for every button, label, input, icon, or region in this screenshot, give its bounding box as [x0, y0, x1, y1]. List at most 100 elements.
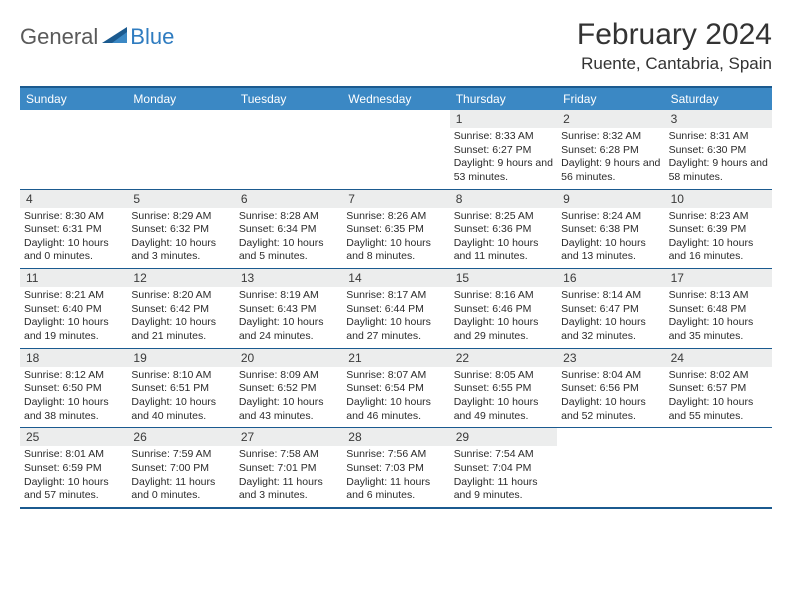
sunrise-text: Sunrise: 8:26 AM — [346, 210, 445, 224]
sunset-text: Sunset: 6:56 PM — [561, 382, 660, 396]
daylight-text: Daylight: 10 hours and 16 minutes. — [669, 237, 768, 264]
sunrise-text: Sunrise: 8:21 AM — [24, 289, 123, 303]
day-number: 17 — [665, 269, 772, 287]
day-cell: Sunrise: 8:21 AMSunset: 6:40 PMDaylight:… — [20, 287, 127, 348]
day-cell: Sunrise: 8:04 AMSunset: 6:56 PMDaylight:… — [557, 367, 664, 428]
weekday-header-row: SundayMondayTuesdayWednesdayThursdayFrid… — [20, 88, 772, 110]
sunset-text: Sunset: 6:47 PM — [561, 303, 660, 317]
sunrise-text: Sunrise: 8:28 AM — [239, 210, 338, 224]
sunset-text: Sunset: 6:54 PM — [346, 382, 445, 396]
sunset-text: Sunset: 6:27 PM — [454, 144, 553, 158]
weekday-header: Monday — [127, 88, 234, 110]
daylight-text: Daylight: 10 hours and 21 minutes. — [131, 316, 230, 343]
day-number: 5 — [127, 190, 234, 208]
day-cell: Sunrise: 8:14 AMSunset: 6:47 PMDaylight:… — [557, 287, 664, 348]
sunrise-text: Sunrise: 8:23 AM — [669, 210, 768, 224]
day-cell: Sunrise: 8:23 AMSunset: 6:39 PMDaylight:… — [665, 208, 772, 269]
day-cell: Sunrise: 7:56 AMSunset: 7:03 PMDaylight:… — [342, 446, 449, 507]
daylight-text: Daylight: 10 hours and 27 minutes. — [346, 316, 445, 343]
day-number: 23 — [557, 349, 664, 367]
daylight-text: Daylight: 9 hours and 58 minutes. — [669, 157, 768, 184]
day-number: 10 — [665, 190, 772, 208]
daylight-text: Daylight: 10 hours and 13 minutes. — [561, 237, 660, 264]
daylight-text: Daylight: 10 hours and 43 minutes. — [239, 396, 338, 423]
daylight-text: Daylight: 10 hours and 32 minutes. — [561, 316, 660, 343]
daylight-text: Daylight: 11 hours and 6 minutes. — [346, 476, 445, 503]
day-cell: Sunrise: 8:19 AMSunset: 6:43 PMDaylight:… — [235, 287, 342, 348]
day-cell: Sunrise: 8:12 AMSunset: 6:50 PMDaylight:… — [20, 367, 127, 428]
day-number — [20, 110, 127, 128]
day-number: 11 — [20, 269, 127, 287]
day-number: 1 — [450, 110, 557, 128]
sunrise-text: Sunrise: 8:02 AM — [669, 369, 768, 383]
weekday-header: Friday — [557, 88, 664, 110]
sunset-text: Sunset: 6:30 PM — [669, 144, 768, 158]
daylight-text: Daylight: 10 hours and 19 minutes. — [24, 316, 123, 343]
sunset-text: Sunset: 6:38 PM — [561, 223, 660, 237]
day-number: 15 — [450, 269, 557, 287]
day-number: 14 — [342, 269, 449, 287]
day-number: 9 — [557, 190, 664, 208]
sunset-text: Sunset: 6:34 PM — [239, 223, 338, 237]
sunrise-text: Sunrise: 8:32 AM — [561, 130, 660, 144]
daylight-text: Daylight: 9 hours and 56 minutes. — [561, 157, 660, 184]
sunrise-text: Sunrise: 8:29 AM — [131, 210, 230, 224]
sunset-text: Sunset: 6:52 PM — [239, 382, 338, 396]
day-cell: Sunrise: 7:58 AMSunset: 7:01 PMDaylight:… — [235, 446, 342, 507]
daylight-text: Daylight: 10 hours and 0 minutes. — [24, 237, 123, 264]
day-cell: Sunrise: 8:30 AMSunset: 6:31 PMDaylight:… — [20, 208, 127, 269]
logo-triangle-icon — [102, 26, 128, 49]
daylight-text: Daylight: 10 hours and 8 minutes. — [346, 237, 445, 264]
sunrise-text: Sunrise: 8:16 AM — [454, 289, 553, 303]
day-cell: Sunrise: 8:20 AMSunset: 6:42 PMDaylight:… — [127, 287, 234, 348]
sunset-text: Sunset: 6:46 PM — [454, 303, 553, 317]
sunset-text: Sunset: 7:01 PM — [239, 462, 338, 476]
day-cell: Sunrise: 8:32 AMSunset: 6:28 PMDaylight:… — [557, 128, 664, 189]
day-number: 3 — [665, 110, 772, 128]
logo-text-blue: Blue — [130, 24, 174, 50]
sunrise-text: Sunrise: 8:13 AM — [669, 289, 768, 303]
day-cell — [665, 446, 772, 507]
sunset-text: Sunset: 6:40 PM — [24, 303, 123, 317]
weekday-header: Thursday — [450, 88, 557, 110]
daylight-text: Daylight: 9 hours and 53 minutes. — [454, 157, 553, 184]
day-cell: Sunrise: 8:31 AMSunset: 6:30 PMDaylight:… — [665, 128, 772, 189]
day-cell: Sunrise: 8:16 AMSunset: 6:46 PMDaylight:… — [450, 287, 557, 348]
day-number: 25 — [20, 428, 127, 446]
month-title: February 2024 — [577, 18, 772, 52]
sunrise-text: Sunrise: 8:19 AM — [239, 289, 338, 303]
title-block: February 2024 Ruente, Cantabria, Spain — [577, 18, 772, 74]
daylight-text: Daylight: 10 hours and 57 minutes. — [24, 476, 123, 503]
sunset-text: Sunset: 6:32 PM — [131, 223, 230, 237]
sunset-text: Sunset: 6:28 PM — [561, 144, 660, 158]
week-row: 2526272829Sunrise: 8:01 AMSunset: 6:59 P… — [20, 427, 772, 507]
weekday-header: Saturday — [665, 88, 772, 110]
day-cell: Sunrise: 8:25 AMSunset: 6:36 PMDaylight:… — [450, 208, 557, 269]
sunrise-text: Sunrise: 8:05 AM — [454, 369, 553, 383]
day-number — [665, 428, 772, 446]
sunset-text: Sunset: 6:57 PM — [669, 382, 768, 396]
daylight-text: Daylight: 10 hours and 40 minutes. — [131, 396, 230, 423]
sunset-text: Sunset: 6:51 PM — [131, 382, 230, 396]
header: General Blue February 2024 Ruente, Canta… — [20, 18, 772, 74]
sunset-text: Sunset: 6:35 PM — [346, 223, 445, 237]
day-number: 4 — [20, 190, 127, 208]
daylight-text: Daylight: 10 hours and 5 minutes. — [239, 237, 338, 264]
sunrise-text: Sunrise: 8:31 AM — [669, 130, 768, 144]
day-cell — [20, 128, 127, 189]
location: Ruente, Cantabria, Spain — [577, 54, 772, 74]
day-number: 20 — [235, 349, 342, 367]
sunset-text: Sunset: 6:44 PM — [346, 303, 445, 317]
sunrise-text: Sunrise: 7:56 AM — [346, 448, 445, 462]
sunset-text: Sunset: 7:00 PM — [131, 462, 230, 476]
sunset-text: Sunset: 6:39 PM — [669, 223, 768, 237]
week-row: 11121314151617Sunrise: 8:21 AMSunset: 6:… — [20, 268, 772, 348]
day-cell: Sunrise: 8:33 AMSunset: 6:27 PMDaylight:… — [450, 128, 557, 189]
sunset-text: Sunset: 7:04 PM — [454, 462, 553, 476]
daylight-text: Daylight: 11 hours and 3 minutes. — [239, 476, 338, 503]
sunset-text: Sunset: 6:43 PM — [239, 303, 338, 317]
daylight-text: Daylight: 10 hours and 35 minutes. — [669, 316, 768, 343]
day-cell: Sunrise: 8:17 AMSunset: 6:44 PMDaylight:… — [342, 287, 449, 348]
daylight-text: Daylight: 11 hours and 9 minutes. — [454, 476, 553, 503]
day-number: 19 — [127, 349, 234, 367]
